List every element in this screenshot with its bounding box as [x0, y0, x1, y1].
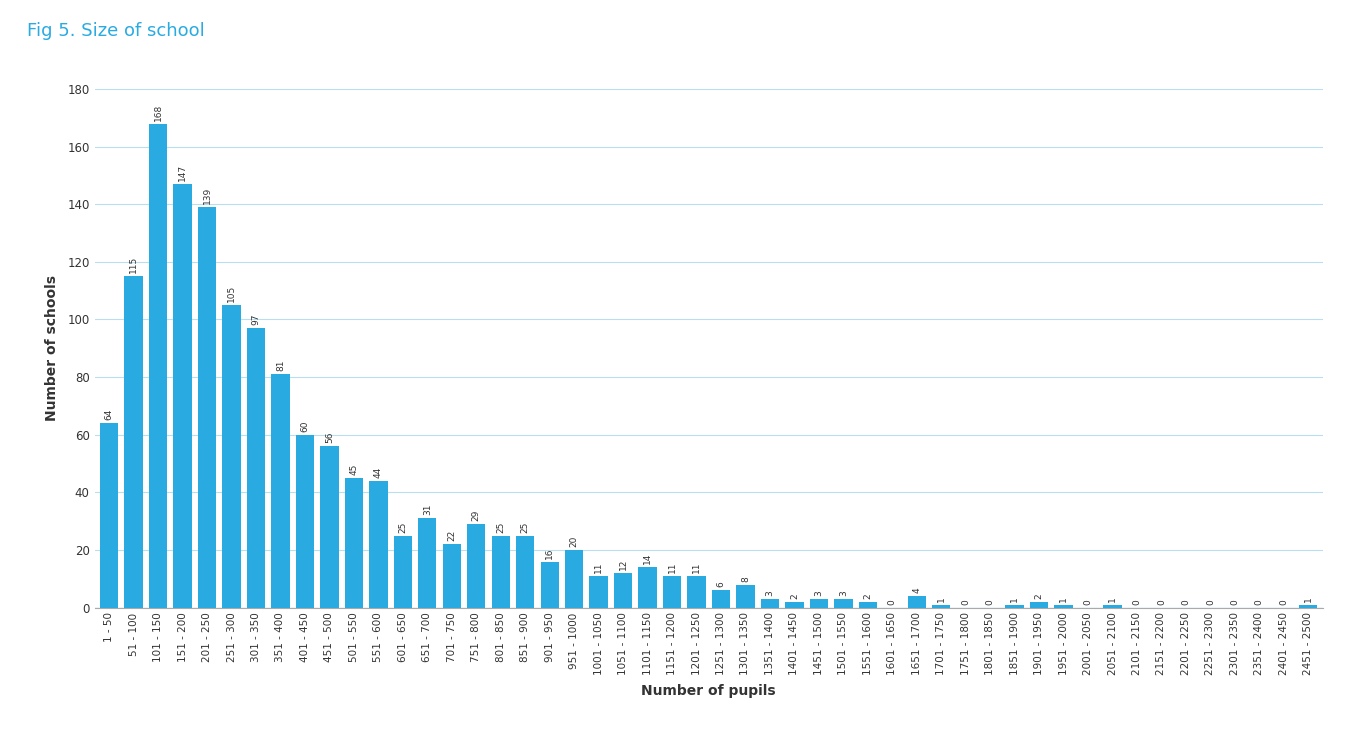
Bar [1103, 605, 1122, 608]
Text: 3: 3 [765, 591, 775, 596]
Text: 20: 20 [570, 536, 579, 547]
Text: 115: 115 [130, 256, 138, 273]
Bar [369, 481, 387, 608]
Text: 2: 2 [790, 594, 799, 599]
Bar [247, 328, 265, 608]
Bar [418, 518, 436, 608]
Text: 11: 11 [667, 562, 676, 573]
Text: 45: 45 [350, 464, 358, 475]
Text: 0: 0 [1256, 599, 1264, 605]
Text: 0: 0 [1181, 599, 1191, 605]
Bar [1054, 605, 1073, 608]
Bar [907, 596, 926, 608]
Text: 2: 2 [1034, 594, 1044, 599]
Text: 14: 14 [643, 553, 652, 565]
Bar [786, 602, 803, 608]
Text: 0: 0 [986, 599, 995, 605]
Bar [148, 124, 167, 608]
Bar [443, 544, 460, 608]
Text: 11: 11 [594, 562, 603, 573]
Text: 31: 31 [423, 504, 432, 516]
Text: 29: 29 [471, 510, 481, 521]
Text: 12: 12 [618, 559, 628, 570]
Text: 16: 16 [545, 547, 555, 559]
Bar [491, 536, 510, 608]
Bar [223, 305, 240, 608]
Y-axis label: Number of schools: Number of schools [45, 275, 59, 422]
Text: 25: 25 [398, 522, 408, 533]
Text: 0: 0 [1084, 599, 1092, 605]
Text: 3: 3 [838, 591, 848, 596]
Bar [198, 207, 216, 608]
Text: 44: 44 [374, 467, 383, 478]
Bar [590, 576, 608, 608]
Bar [711, 591, 730, 608]
Text: 1: 1 [1304, 596, 1312, 602]
Bar [614, 573, 632, 608]
Text: 8: 8 [741, 576, 751, 582]
Bar [810, 599, 828, 608]
Text: 97: 97 [251, 313, 261, 325]
Text: 0: 0 [961, 599, 971, 605]
Bar [271, 374, 290, 608]
Bar [1006, 605, 1023, 608]
Text: 0: 0 [1133, 599, 1142, 605]
Bar [1030, 602, 1049, 608]
Bar [834, 599, 852, 608]
Text: 1: 1 [937, 596, 946, 602]
Text: 22: 22 [447, 530, 456, 542]
Text: 6: 6 [717, 582, 725, 588]
Text: 25: 25 [497, 522, 505, 533]
Text: 0: 0 [1157, 599, 1166, 605]
Text: Fig 5. Size of school: Fig 5. Size of school [27, 22, 205, 40]
Text: 64: 64 [105, 409, 113, 420]
Text: 168: 168 [154, 103, 162, 121]
Text: 139: 139 [202, 187, 212, 205]
Text: 1: 1 [1060, 596, 1068, 602]
Bar [467, 524, 486, 608]
Bar [173, 184, 192, 608]
Text: 4: 4 [913, 588, 921, 594]
Bar [394, 536, 412, 608]
Text: 0: 0 [888, 599, 896, 605]
Bar [736, 585, 755, 608]
Text: 0: 0 [1206, 599, 1215, 605]
Bar [639, 568, 656, 608]
Text: 105: 105 [227, 285, 236, 302]
X-axis label: Number of pupils: Number of pupils [641, 684, 776, 698]
Text: 2: 2 [863, 594, 872, 599]
Bar [344, 478, 363, 608]
Bar [100, 423, 119, 608]
Bar [124, 276, 143, 608]
Text: 1: 1 [1010, 596, 1019, 602]
Bar [516, 536, 535, 608]
Text: 1: 1 [1108, 596, 1116, 602]
Bar [566, 550, 583, 608]
Bar [859, 602, 878, 608]
Text: 81: 81 [275, 360, 285, 371]
Text: 147: 147 [178, 164, 188, 181]
Bar [1299, 605, 1318, 608]
Text: 56: 56 [325, 432, 333, 443]
Bar [761, 599, 779, 608]
Text: 11: 11 [693, 562, 701, 573]
Bar [687, 576, 706, 608]
Bar [296, 435, 315, 608]
Text: 25: 25 [521, 522, 529, 533]
Bar [663, 576, 682, 608]
Text: 60: 60 [301, 420, 309, 432]
Text: 3: 3 [814, 591, 824, 596]
Text: 0: 0 [1230, 599, 1239, 605]
Bar [931, 605, 950, 608]
Bar [320, 446, 339, 608]
Text: 0: 0 [1280, 599, 1288, 605]
Bar [540, 562, 559, 608]
